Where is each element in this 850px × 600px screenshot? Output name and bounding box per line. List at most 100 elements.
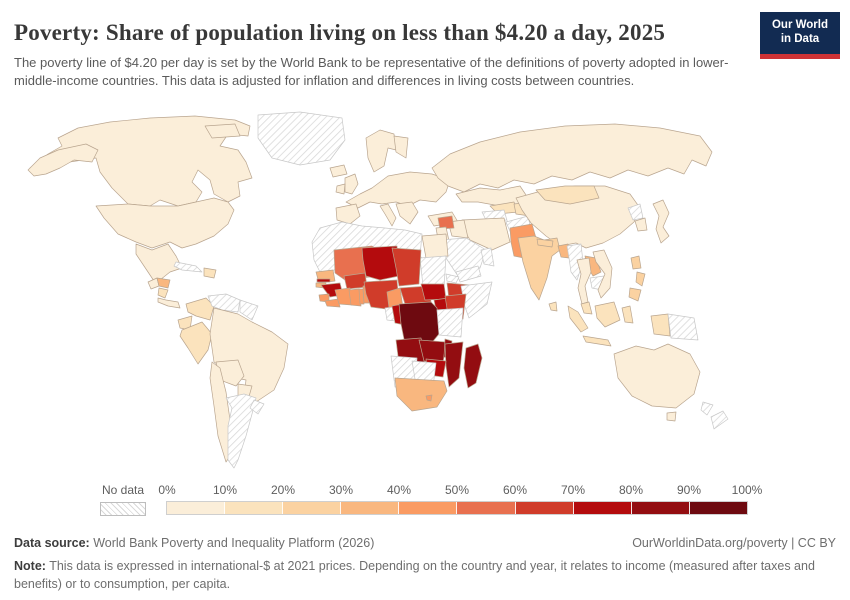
map-region-syria[interactable] bbox=[437, 215, 455, 230]
legend-tick-label: 20% bbox=[270, 483, 296, 497]
map-region-russia[interactable] bbox=[431, 123, 713, 193]
map-region-sulawesi[interactable] bbox=[621, 305, 634, 324]
map-region-tanzania[interactable] bbox=[436, 307, 464, 338]
map-region-sudan[interactable] bbox=[419, 255, 447, 289]
map-region-niger[interactable] bbox=[361, 245, 400, 281]
map-region-nepal[interactable] bbox=[536, 238, 554, 248]
map-region-drc[interactable] bbox=[398, 301, 440, 347]
map-region-mexico[interactable] bbox=[135, 243, 183, 285]
map-region-uruguay[interactable] bbox=[249, 399, 265, 415]
legend-swatch[interactable] bbox=[630, 502, 689, 514]
legend-swatch[interactable] bbox=[456, 502, 515, 514]
data-source-line: Data source: World Bank Poverty and Ineq… bbox=[14, 534, 374, 552]
chart-footer: Data source: World Bank Poverty and Ineq… bbox=[14, 534, 836, 593]
map-region-tasmania[interactable] bbox=[666, 411, 677, 422]
map-region-mozambique[interactable] bbox=[444, 341, 464, 388]
map-region-hispaniola[interactable] bbox=[203, 267, 217, 279]
map-region-japan[interactable] bbox=[652, 199, 670, 244]
map-region-borneo[interactable] bbox=[594, 301, 621, 328]
map-region-canada[interactable] bbox=[29, 115, 253, 207]
owid-url-link[interactable]: OurWorldinData.org/poverty | CC BY bbox=[632, 536, 836, 550]
legend-tick-label: 80% bbox=[618, 483, 644, 497]
legend-swatch[interactable] bbox=[688, 502, 747, 514]
page-title: Poverty: Share of population living on l… bbox=[14, 20, 666, 45]
legend-tick-label: 50% bbox=[444, 483, 470, 497]
map-region-south-africa[interactable] bbox=[394, 377, 448, 412]
map-region-finland[interactable] bbox=[393, 135, 409, 159]
legend-tick-label: 60% bbox=[502, 483, 528, 497]
map-region-philippines[interactable] bbox=[635, 271, 646, 287]
map-region-balkans-greece[interactable] bbox=[395, 201, 419, 225]
map-region-india[interactable] bbox=[517, 235, 561, 301]
legend-tick-label: 10% bbox=[212, 483, 238, 497]
map-region-madagascar[interactable] bbox=[463, 343, 483, 389]
map-region-malaysia[interactable] bbox=[580, 301, 593, 315]
map-region-costa-rica-panama[interactable] bbox=[157, 297, 181, 309]
map-region-new-zealand-north[interactable] bbox=[700, 401, 714, 416]
map-region-south-korea[interactable] bbox=[634, 217, 648, 232]
map-region-sri-lanka[interactable] bbox=[548, 301, 558, 312]
map-region-australia[interactable] bbox=[613, 343, 701, 409]
legend-tick-label: 40% bbox=[386, 483, 412, 497]
map-region-papua-new-guinea[interactable] bbox=[667, 313, 699, 341]
map-region-italy[interactable] bbox=[379, 203, 397, 227]
map-region-colombia[interactable] bbox=[185, 297, 215, 321]
legend-swatch[interactable] bbox=[398, 502, 457, 514]
map-region-ireland[interactable] bbox=[335, 183, 346, 195]
map-region-venezuela[interactable] bbox=[207, 293, 241, 313]
map-region-iceland[interactable] bbox=[329, 164, 348, 178]
map-region-usa[interactable] bbox=[95, 197, 235, 249]
map-region-canada-arctic[interactable] bbox=[204, 123, 241, 139]
legend-swatch[interactable] bbox=[572, 502, 631, 514]
map-region-north-korea[interactable] bbox=[627, 203, 644, 221]
map-region-chad[interactable] bbox=[391, 247, 422, 287]
map-region-vietnam[interactable] bbox=[592, 249, 613, 299]
map-region-myanmar[interactable] bbox=[566, 243, 584, 281]
map-region-honduras[interactable] bbox=[156, 277, 171, 289]
map-region-liberia[interactable] bbox=[324, 298, 341, 308]
map-region-new-zealand-south[interactable] bbox=[710, 410, 729, 430]
map-region-lesotho[interactable] bbox=[425, 394, 433, 402]
map-region-west-papua[interactable] bbox=[650, 313, 671, 337]
map-region-sumatra[interactable] bbox=[567, 305, 589, 333]
legend-swatch[interactable] bbox=[340, 502, 399, 514]
legend-tick-labels: 0% 10% 20% 30% 40% 50% 60% 70% 80% 90% 100% bbox=[158, 483, 762, 498]
map-region-peru[interactable] bbox=[179, 321, 213, 365]
map-region-guyana-suriname[interactable] bbox=[239, 299, 259, 321]
map-region-eritrea[interactable] bbox=[445, 273, 460, 284]
legend-swatch[interactable] bbox=[224, 502, 283, 514]
map-region-oman[interactable] bbox=[480, 247, 495, 267]
map-region-mongolia[interactable] bbox=[535, 185, 600, 205]
legend-swatch[interactable] bbox=[167, 502, 225, 514]
map-region-scandinavia[interactable] bbox=[365, 129, 397, 173]
map-region-south-sudan[interactable] bbox=[420, 283, 447, 301]
map-region-gambia[interactable] bbox=[316, 278, 331, 283]
map-region-somalia[interactable] bbox=[460, 281, 493, 319]
world-choropleth-map bbox=[0, 110, 850, 480]
legend-color-scale[interactable] bbox=[166, 501, 748, 515]
map-region-yemen[interactable] bbox=[455, 265, 482, 283]
map-region-alaska[interactable] bbox=[27, 143, 99, 177]
map-region-egypt[interactable] bbox=[421, 233, 449, 259]
map-region-cuba[interactable] bbox=[173, 261, 203, 273]
legend-no-data-swatch[interactable] bbox=[100, 502, 146, 516]
legend-swatch[interactable] bbox=[282, 502, 341, 514]
map-region-java[interactable] bbox=[582, 335, 612, 347]
owid-logo[interactable]: Our World in Data bbox=[760, 12, 840, 60]
map-region-philippines[interactable] bbox=[628, 287, 642, 302]
legend-tick-label: 70% bbox=[560, 483, 586, 497]
map-region-nicaragua[interactable] bbox=[157, 287, 169, 299]
map-region-greenland[interactable] bbox=[257, 111, 346, 166]
map-region-ghana[interactable] bbox=[348, 288, 362, 307]
map-region-continental-europe[interactable] bbox=[345, 171, 451, 209]
legend-swatch[interactable] bbox=[514, 502, 573, 514]
map-region-thailand[interactable] bbox=[576, 257, 592, 305]
map-region-iberia[interactable] bbox=[335, 203, 361, 225]
owid-logo-line1: Our World bbox=[771, 19, 828, 31]
map-region-togo[interactable] bbox=[358, 288, 365, 305]
map-region-argentina[interactable] bbox=[225, 393, 257, 469]
map-region-uk[interactable] bbox=[344, 173, 359, 195]
legend-tick-label: 100% bbox=[731, 483, 763, 497]
map-region-philippines[interactable] bbox=[630, 255, 642, 270]
